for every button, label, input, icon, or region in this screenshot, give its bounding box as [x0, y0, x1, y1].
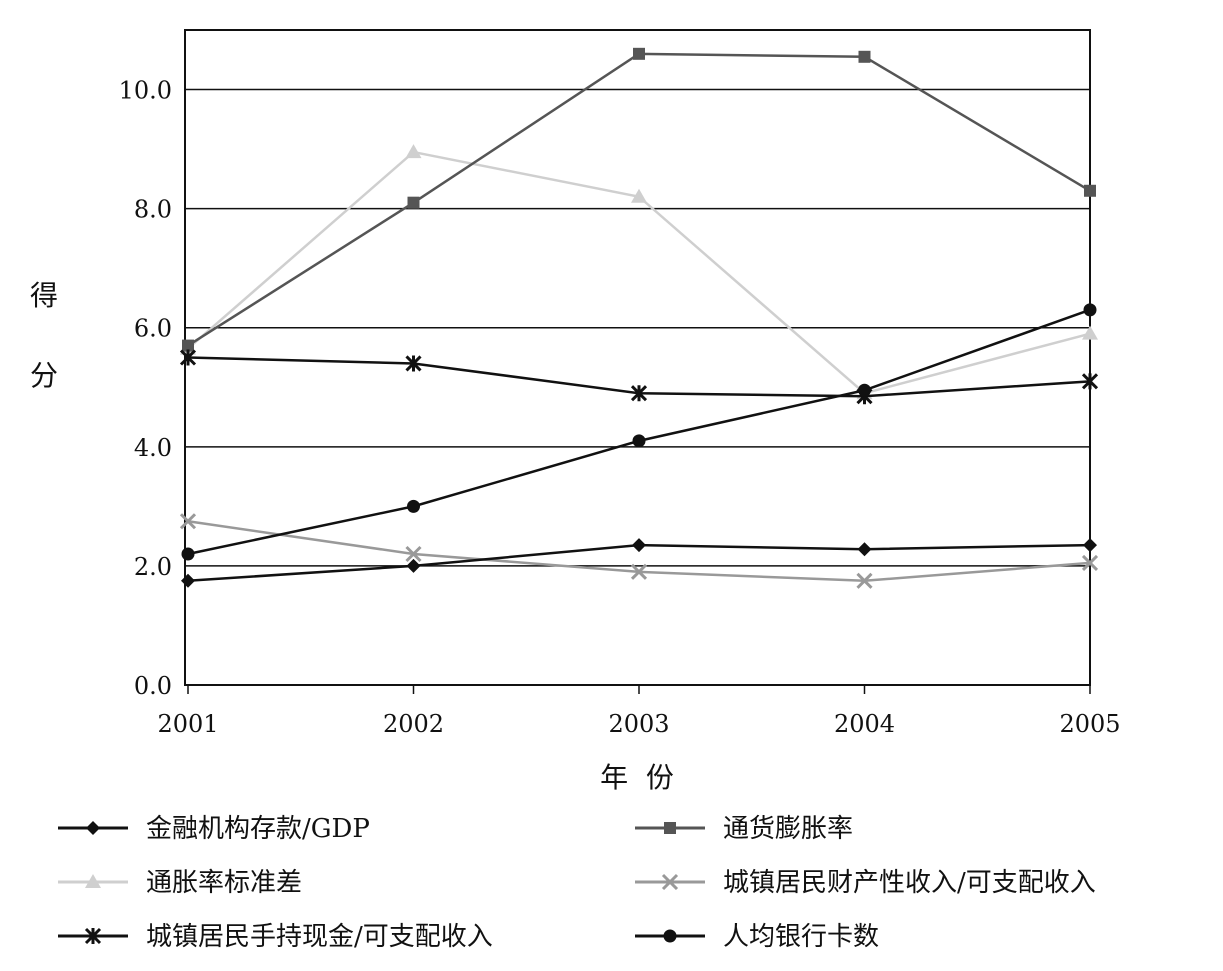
x-tick-label: 2001	[157, 710, 218, 738]
data-point	[633, 47, 645, 60]
data-point	[1082, 325, 1098, 340]
y-tick-label: 8.0	[134, 196, 172, 224]
legend-swatch-marker	[84, 927, 102, 945]
data-point	[1081, 554, 1099, 571]
y-tick-label: 10.0	[119, 77, 172, 105]
x-axis-title: 年 份	[600, 761, 674, 794]
series-1	[181, 538, 1097, 588]
data-point	[630, 385, 648, 402]
data-point	[406, 558, 421, 573]
legend-swatch-marker	[664, 822, 676, 834]
legend-item: 金融机构存款/GDP	[58, 814, 370, 844]
grid-lines	[185, 88, 1090, 567]
series-line	[187, 308, 1091, 556]
data-point	[181, 573, 195, 588]
plot-frame	[184, 29, 1091, 686]
legend-label: 通货膨胀率	[723, 814, 853, 844]
x-axis-ticks: 2001 2002 2003 2004 2005	[157, 685, 1121, 738]
data-point	[1084, 184, 1096, 197]
data-point	[632, 434, 646, 448]
data-point	[856, 572, 873, 589]
legend-label: 城镇居民手持现金/可支配收入	[146, 922, 493, 952]
legend-label: 人均银行卡数	[723, 922, 879, 952]
y-tick-label: 2.0	[134, 553, 172, 581]
series-lines	[179, 47, 1099, 589]
y-axis-title: 得分	[30, 279, 58, 392]
series-2	[182, 47, 1096, 352]
legend-label: 金融机构存款/GDP	[146, 814, 370, 844]
legend-label: 通胀率标准差	[146, 868, 302, 898]
y-tick-label: 6.0	[134, 315, 172, 343]
data-point	[1083, 538, 1097, 553]
data-point	[181, 547, 195, 561]
y-tick-label: 0.0	[134, 672, 172, 700]
data-point	[631, 188, 647, 203]
data-point	[407, 196, 420, 209]
data-point	[179, 513, 197, 530]
legend-swatch-marker	[663, 929, 677, 943]
data-point	[858, 50, 871, 63]
data-point	[630, 563, 648, 580]
legend-item: 城镇居民财产性收入/可支配收入	[635, 868, 1096, 898]
x-tick-label: 2002	[383, 710, 444, 738]
legend-swatch-marker	[85, 874, 101, 888]
legend-swatch-marker	[661, 873, 679, 891]
series-6	[181, 303, 1097, 561]
data-point	[405, 355, 422, 372]
data-point	[405, 144, 422, 159]
y-axis-title-char: 得	[30, 279, 58, 312]
series-5	[179, 349, 1099, 405]
legend-label: 城镇居民财产性收入/可支配收入	[723, 868, 1096, 898]
legend-item: 通胀率标准差	[58, 868, 302, 898]
data-point	[182, 339, 194, 352]
legend-item: 通货膨胀率	[635, 814, 853, 844]
data-point	[179, 349, 197, 366]
x-tick-label: 2004	[834, 710, 895, 738]
series-4	[179, 513, 1099, 589]
x-tick-label: 2005	[1059, 710, 1120, 738]
legend-item: 人均银行卡数	[635, 922, 879, 952]
data-point	[405, 545, 422, 563]
data-point	[407, 499, 420, 513]
data-point	[1083, 303, 1097, 317]
y-tick-label: 4.0	[134, 434, 172, 462]
x-tick-label: 2003	[608, 710, 669, 738]
legend-item: 城镇居民手持现金/可支配收入	[58, 922, 493, 952]
legend-swatch-marker	[86, 821, 100, 835]
y-axis-title-char: 分	[30, 359, 58, 392]
data-point	[858, 383, 871, 397]
data-point	[857, 542, 872, 557]
data-point	[1081, 373, 1099, 390]
y-axis-ticks: 0.0 2.0 4.0 6.0 8.0 10.0	[119, 77, 172, 700]
data-point	[632, 538, 646, 553]
